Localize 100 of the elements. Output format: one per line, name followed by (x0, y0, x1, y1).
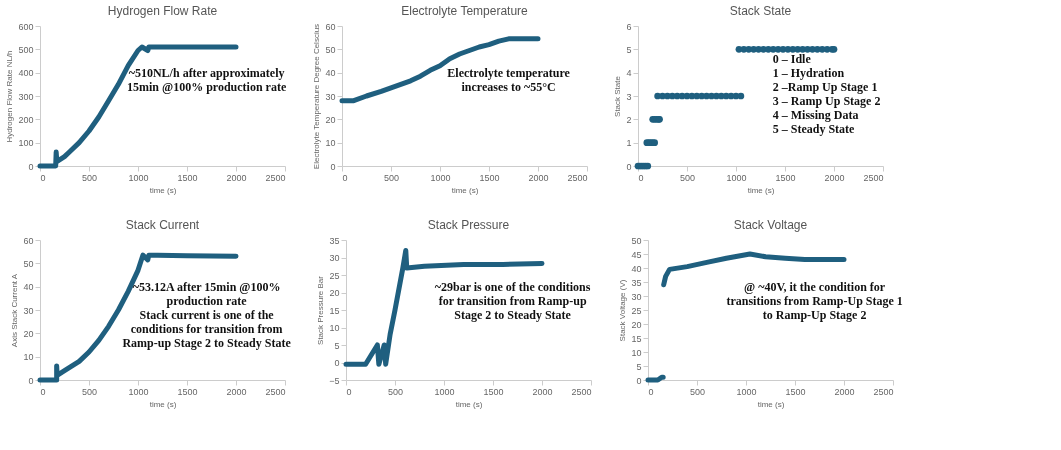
x-tick-label: 1000 (430, 172, 451, 183)
x-axis-title: time (s) (757, 399, 785, 409)
y-axis-title: Electrolyte Temperature Degree Celscius (312, 23, 322, 170)
y-tick-label: 25 (631, 305, 642, 316)
y-tick-label: 0 (330, 161, 336, 172)
x-tick-label: 1000 (434, 386, 455, 397)
chart-title: Stack State (729, 4, 792, 18)
x-tick-label: 1500 (785, 386, 806, 397)
annotation: ~29bar is one of the conditions for transition from Ramp-up Stage 2 to Steady State (434, 280, 591, 322)
y-tick-label: 30 (23, 305, 34, 316)
x-tick-label: 0 (346, 386, 352, 397)
x-axis-title: time (s) (149, 185, 177, 195)
x-tick-label: 1000 (128, 386, 149, 397)
annotation: Electrolyte temperature increases to ~55°C (447, 66, 571, 94)
x-axis-title: time (s) (451, 185, 479, 195)
chart-title: Stack Current (125, 218, 200, 232)
x-tick-label: 0 (342, 172, 348, 183)
x-tick-label: 2500 (863, 172, 884, 183)
x-axis-title: time (s) (747, 185, 775, 195)
x-tick-label: 2500 (873, 386, 894, 397)
y-axis-title: Stack Voltage (V) (618, 279, 628, 342)
annotation: ~53.12A after 15min @100% production rate (132, 280, 281, 308)
y-axis-title: Stack State (613, 75, 623, 117)
y-tick-label: 60 (23, 235, 34, 246)
x-tick-label: 0 (648, 386, 654, 397)
y-tick-label: 5 (636, 361, 642, 372)
y-axis-title: Axis Stack Current A (10, 273, 20, 348)
x-tick-label: 2500 (567, 172, 588, 183)
x-tick-label: 1000 (128, 172, 149, 183)
y-tick-label: 30 (325, 91, 336, 102)
y-tick-label: 10 (325, 138, 336, 149)
y-tick-label: 0 (28, 161, 34, 172)
annotation: 3 – Ramp Up Stage 2 (772, 94, 881, 108)
y-tick-label: 20 (329, 288, 340, 298)
y-tick-label: 25 (329, 270, 340, 281)
y-tick-label: 15 (631, 333, 642, 344)
y-tick-label: 300 (18, 91, 34, 102)
x-tick-label: 1500 (479, 172, 500, 183)
y-tick-label: 20 (23, 328, 34, 339)
chart-title: Stack Voltage (733, 218, 808, 232)
x-tick-label: 2000 (226, 386, 247, 397)
annotation: @ ~40V, it the condition for transitions from Ramp-Up Stage 1 to Ramp-Up Stage 2 (726, 280, 903, 322)
annotation: 2 –Ramp Up Stage 1 (772, 80, 878, 94)
x-tick-label: 500 (81, 386, 98, 397)
y-tick-label: 10 (23, 352, 34, 363)
x-tick-label: 0 (40, 172, 46, 183)
chart-title: Stack Pressure (427, 218, 510, 232)
x-tick-label: 1500 (177, 386, 198, 397)
x-tick-label: 2000 (226, 172, 247, 183)
x-tick-label: 500 (81, 172, 98, 183)
y-tick-label: 60 (325, 21, 336, 32)
x-tick-label: 500 (387, 386, 404, 397)
y-tick-label: 40 (325, 68, 336, 79)
y-tick-label: 35 (631, 277, 642, 288)
y-tick-label: 50 (325, 44, 336, 55)
y-tick-label: 20 (631, 319, 642, 330)
x-axis-title: time (s) (455, 399, 483, 409)
x-tick-label: 2000 (834, 386, 855, 397)
x-tick-label: 500 (679, 172, 696, 183)
y-axis-title: Stack Pressure Bar (316, 275, 326, 345)
y-tick-label: 0 (636, 375, 642, 386)
y-tick-label: 40 (631, 263, 642, 274)
y-tick-label: 2 (626, 114, 632, 125)
annotation: 5 – Steady State (772, 122, 856, 136)
y-tick-label: 20 (325, 114, 336, 125)
y-tick-label: 0 (334, 358, 340, 368)
x-tick-label: 1500 (177, 172, 198, 183)
y-tick-label: 5 (334, 340, 340, 351)
y-tick-label: 15 (329, 305, 340, 316)
y-tick-label: 50 (23, 258, 34, 269)
chart-title: Electrolyte Temperature (401, 4, 529, 18)
y-tick-label: 50 (631, 235, 642, 246)
y-tick-label: 100 (18, 138, 34, 149)
y-tick-label: 200 (18, 114, 34, 125)
y-tick-label: 5 (626, 44, 632, 55)
y-tick-label: 1 (626, 138, 632, 149)
y-tick-label: 400 (18, 68, 34, 79)
y-tick-label: 3 (626, 91, 632, 102)
x-tick-label: 2500 (265, 386, 286, 397)
y-tick-label: 30 (329, 253, 340, 263)
y-tick-label: 30 (631, 291, 642, 302)
y-tick-label: 40 (23, 282, 34, 293)
y-tick-label: 6 (626, 21, 632, 32)
y-tick-label: 600 (18, 21, 34, 32)
y-tick-label: 35 (329, 235, 340, 246)
annotation: 0 – Idle (772, 52, 812, 66)
y-tick-label: 500 (18, 44, 34, 55)
chart-title: Hydrogen Flow Rate (107, 4, 218, 18)
annotation: Stack current is one of the conditions for transition from Ramp-up Stage 2 to Steady State (122, 308, 292, 350)
y-tick-label: −5 (329, 375, 340, 386)
x-tick-label: 1500 (483, 386, 504, 397)
y-axis-title: Hydrogen Flow Rate NL/h (5, 50, 15, 143)
y-tick-label: 10 (329, 323, 340, 333)
x-tick-label: 2000 (532, 386, 553, 397)
x-tick-label: 1500 (775, 172, 796, 183)
x-tick-label: 500 (689, 386, 706, 397)
annotation: 4 – Missing Data (772, 108, 859, 122)
x-tick-label: 500 (383, 172, 400, 183)
y-tick-label: 0 (28, 375, 34, 386)
y-tick-label: 10 (631, 347, 642, 358)
